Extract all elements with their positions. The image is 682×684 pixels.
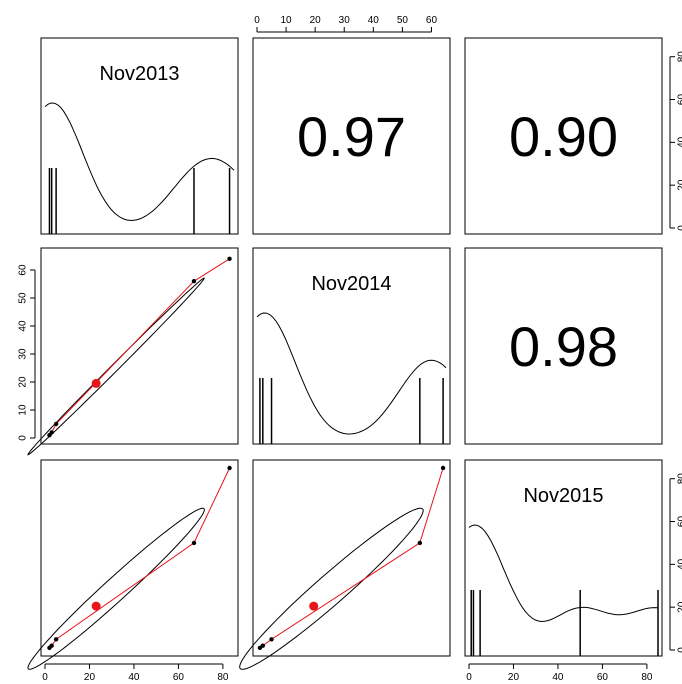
panel-frame-r1-c2 (252, 37, 451, 235)
tick-label-right_row1-1: 20 (677, 179, 682, 191)
tick-label-bottom_col1-0: 0 (42, 672, 48, 683)
panel-frame-r2-c2 (252, 247, 451, 445)
tick-label-left_row2-1: 10 (18, 404, 29, 416)
panel-frame-r2-c1 (40, 247, 239, 445)
tick-label-left_row2-6: 60 (18, 264, 29, 276)
tick-label-top_col2-3: 30 (339, 15, 351, 26)
scatter-point-r2-c1-3 (191, 279, 197, 284)
tick-label-top_col2-2: 20 (310, 15, 322, 26)
tick-label-right_row1-0: 0 (677, 225, 682, 231)
scatter-point-r3-c2-3 (417, 540, 423, 546)
tick-label-left_row2-2: 20 (18, 376, 29, 388)
tick-label-top_col2-0: 0 (254, 15, 260, 26)
correlation-label-r1-c2: 0.97 (297, 105, 406, 168)
tick-label-bottom_col1-3: 60 (173, 672, 185, 683)
scatter-point-r3-c1-3 (191, 540, 197, 546)
tick-label-bottom_col2-2: 40 (552, 672, 564, 683)
variable-title-Nov2015: Nov2015 (523, 485, 603, 507)
tick-label-left_row2-3: 30 (18, 348, 29, 360)
tick-label-top_col2-4: 40 (368, 15, 380, 26)
tick-label-left_row2-0: 0 (18, 435, 29, 441)
mean-point-r3-c2 (309, 601, 319, 611)
axes-group (30, 27, 675, 669)
panel-frame-r3-c1 (40, 459, 239, 657)
tick-label-right_row3-3: 60 (677, 516, 682, 528)
scatter-point-r3-c2-1 (260, 643, 266, 648)
tick-label-top_col2-6: 60 (426, 15, 438, 26)
tick-label-bottom_col1-1: 20 (84, 672, 96, 683)
scatter-point-r2-c1-1 (49, 430, 54, 435)
scatter-point-r2-c1-4 (227, 256, 232, 261)
smooth-line-r3-c2 (259, 467, 444, 649)
tick-label-right_row1-3: 60 (677, 94, 682, 106)
scatter-point-r3-c1-4 (227, 465, 232, 471)
tick-label-right_row3-0: 0 (677, 647, 682, 653)
panel-frame-r2-c3 (464, 247, 663, 445)
tick-label-bottom_col2-3: 60 (597, 672, 609, 683)
tick-label-top_col2-1: 10 (281, 15, 293, 26)
panel-frame-r3-c2 (252, 459, 451, 657)
tick-label-bottom_col1-2: 40 (128, 672, 140, 683)
tick-label-right_row3-4: 80 (677, 473, 682, 485)
variable-title-Nov2014: Nov2014 (311, 273, 391, 295)
scatter-point-r3-c2-2 (269, 637, 274, 642)
tick-label-left_row2-4: 40 (18, 320, 29, 332)
tick-label-right_row3-1: 20 (677, 601, 682, 613)
density-curve-Nov2013 (44, 102, 235, 221)
tick-label-bottom_col1-4: 80 (217, 672, 229, 683)
scatter-point-r3-c1-2 (53, 637, 59, 642)
tick-label-bottom_col2-0: 0 (466, 672, 472, 683)
panel-frame-r1-c1 (40, 37, 239, 235)
density-curve-Nov2014 (256, 312, 447, 435)
marks-group (27, 102, 659, 670)
scatter-point-r3-c1-1 (49, 643, 54, 648)
correlation-label-r2-c3: 0.98 (509, 315, 618, 378)
mean-point-r3-c1 (91, 601, 101, 611)
labels-group: 0 20 40 60 80 0 20 40 60 80 0 10 20 30 40 50 60 0 10 20 30 40… (18, 15, 682, 683)
correlation-ellipse-r3-c2 (239, 507, 424, 670)
correlation-ellipse-r2-c1 (27, 277, 205, 456)
tick-label-bottom_col2-4: 80 (641, 672, 653, 683)
smooth-line-r3-c1 (49, 467, 231, 649)
panel-grid (40, 37, 663, 657)
density-curve-Nov2015 (468, 524, 659, 623)
panel-frame-r1-c3 (464, 37, 663, 235)
panel-frame-r3-c3 (464, 459, 663, 657)
variable-title-Nov2013: Nov2013 (99, 63, 179, 85)
correlation-ellipse-r3-c1 (27, 507, 205, 670)
tick-label-right_row1-2: 40 (677, 136, 682, 148)
tick-label-right_row3-2: 40 (677, 558, 682, 570)
scatter-point-r3-c2-4 (440, 465, 446, 471)
smooth-line-r2-c1 (49, 258, 230, 436)
mean-point-r2-c1 (91, 378, 101, 388)
tick-label-top_col2-5: 50 (397, 15, 409, 26)
tick-label-bottom_col2-1: 20 (508, 672, 520, 683)
correlation-label-r1-c3: 0.90 (509, 105, 618, 168)
scatter-point-r2-c1-2 (53, 421, 59, 427)
tick-label-right_row1-4: 80 (677, 51, 682, 63)
tick-label-left_row2-5: 50 (18, 292, 29, 304)
